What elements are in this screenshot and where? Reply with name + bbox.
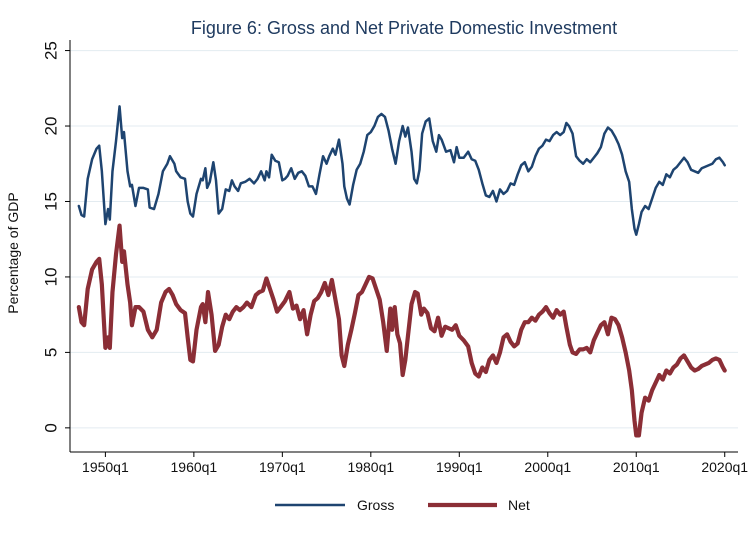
x-tick-label: 1950q1 [82, 459, 129, 475]
x-tick-label: 1970q1 [259, 459, 306, 475]
x-tick-label: 1980q1 [347, 459, 394, 475]
y-tick-label: 20 [42, 117, 61, 136]
x-tick-label: 1990q1 [436, 459, 483, 475]
y-axis-label: Percentage of GDP [5, 192, 21, 313]
axes: 0 5 10 15 20 25 1950q1 1960q1 1970q1 1980q1 1990q1… [42, 40, 748, 475]
series-line-gross [77, 105, 726, 236]
legend: Gross Net [275, 497, 530, 513]
x-tick-label: 2000q1 [524, 459, 571, 475]
chart-title: Figure 6: Gross and Net Private Domestic… [191, 18, 617, 38]
y-tick-label: 25 [42, 41, 61, 60]
x-tick-label: 2020q1 [701, 459, 748, 475]
y-tick-label: 10 [42, 267, 61, 286]
y-tick-label: 5 [42, 348, 61, 357]
y-tick-label: 0 [42, 423, 61, 432]
legend-label-gross: Gross [357, 497, 394, 513]
y-tick-label: 15 [42, 192, 61, 211]
series-lines [76, 105, 727, 438]
legend-label-net: Net [508, 497, 530, 513]
gridlines [70, 50, 738, 429]
x-tick-label: 2010q1 [613, 459, 660, 475]
x-tick-label: 1960q1 [171, 459, 218, 475]
series-line-net [76, 223, 727, 438]
